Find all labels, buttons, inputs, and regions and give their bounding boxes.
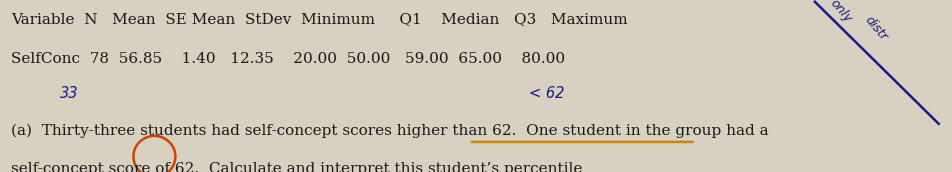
- Text: 33: 33: [60, 86, 78, 101]
- Text: Variable  N   Mean  SE Mean  StDev  Minimum     Q1    Median   Q3   Maximum: Variable N Mean SE Mean StDev Minimum Q1…: [11, 12, 627, 26]
- Text: < 62: < 62: [528, 86, 564, 101]
- Text: self-concept score of 62.  Calculate and interpret this student’s percentile: self-concept score of 62. Calculate and …: [11, 162, 583, 172]
- Text: (a)  Thirty-three students had self-concept scores higher than 62.  One student : (a) Thirty-three students had self-conce…: [11, 124, 768, 138]
- Text: distr: distr: [862, 14, 889, 44]
- Text: SelfConc  78  56.85    1.40   12.35    20.00  50.00   59.00  65.00    80.00: SelfConc 78 56.85 1.40 12.35 20.00 50.00…: [11, 52, 565, 66]
- Text: only: only: [826, 0, 853, 25]
